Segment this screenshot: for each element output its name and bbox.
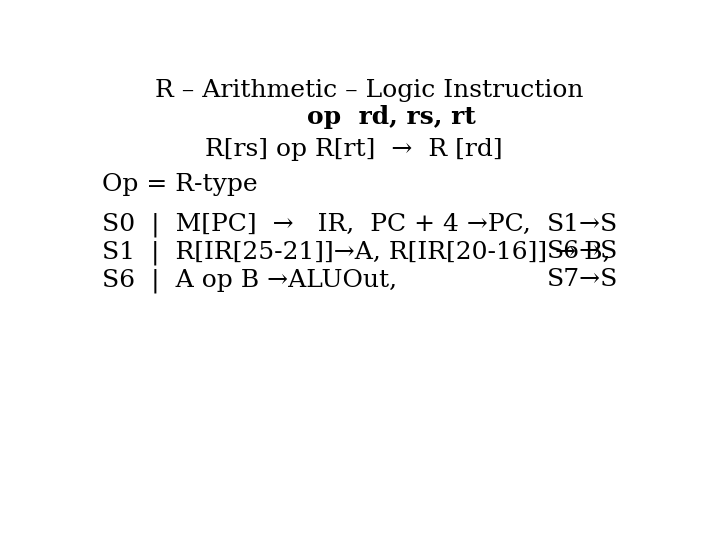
Text: S0  |  M[PC]  →   IR,  PC + 4 →PC,: S0 | M[PC] → IR, PC + 4 →PC, [102,213,531,237]
Text: R[rs] op R[rt]  →  R [rd]: R[rs] op R[rt] → R [rd] [204,138,503,161]
Text: S1  |  R[IR[25-21]]→A, R[IR[20-16]] → B,: S1 | R[IR[25-21]]→A, R[IR[20-16]] → B, [102,240,610,265]
Text: S6→S: S6→S [547,240,618,264]
Text: Op = R-type: Op = R-type [102,173,257,195]
Text: R – Arithmetic – Logic Instruction: R – Arithmetic – Logic Instruction [155,79,583,102]
Text: op  rd, rs, rt: op rd, rs, rt [307,105,476,129]
Text: S6  |  A op B →ALUOut,: S6 | A op B →ALUOut, [102,268,397,293]
Text: S7→S: S7→S [547,268,618,291]
Text: S1→S: S1→S [547,213,618,235]
